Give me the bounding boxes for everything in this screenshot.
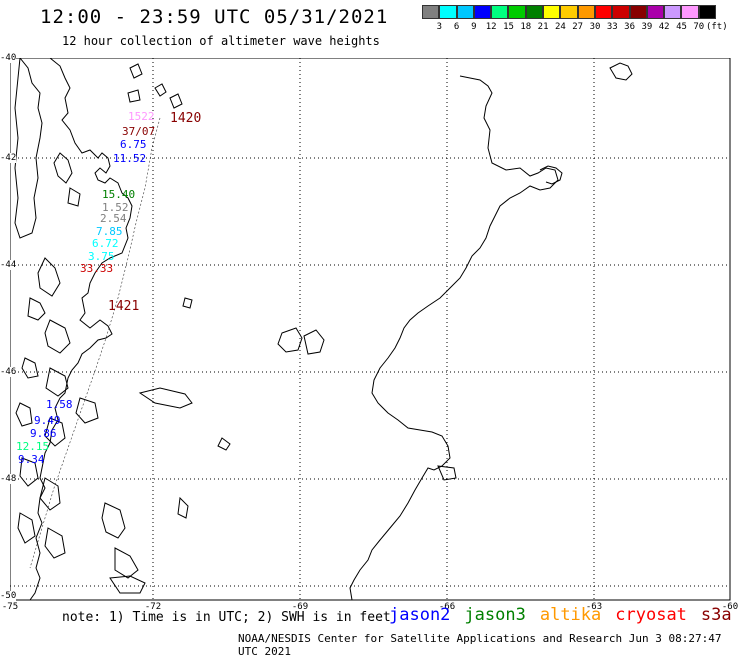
color-scale-swatch — [422, 5, 440, 19]
chile-coastline — [14, 58, 231, 601]
valdes-peninsula-outline — [539, 165, 563, 185]
tierra-del-fuego-outline — [437, 465, 457, 481]
credit-line: NOAA/NESDIS Center for Satellite Applica… — [238, 632, 722, 658]
graticule — [10, 58, 730, 600]
observation-label: 15.40 — [102, 188, 135, 201]
observation-label: 1420 — [170, 111, 201, 126]
color-scale-swatch — [456, 5, 474, 19]
satellite-track — [29, 117, 161, 569]
observation-label: 1.58 — [46, 398, 73, 411]
color-scale-swatch — [612, 5, 630, 19]
color-scale-swatch — [698, 5, 717, 19]
color-scale-swatch — [577, 5, 595, 19]
lon-label: -69 — [291, 602, 309, 612]
color-scale-tick-label: 21 — [537, 22, 549, 32]
map-frame — [10, 58, 731, 601]
color-scale-tick-label: 33 — [606, 22, 618, 32]
color-scale-tick-label: 27 — [572, 22, 584, 32]
lat-label: -40 — [0, 53, 17, 63]
lon-label: -66 — [438, 602, 456, 612]
color-scale-swatch — [543, 5, 561, 19]
color-scale-swatch — [473, 5, 492, 19]
legend-cryosat: cryosat — [615, 605, 687, 625]
color-scale-tick-label: 9 — [471, 22, 477, 32]
observation-label: 9.49 — [34, 414, 61, 427]
color-scale-tick-label: 18 — [520, 22, 532, 32]
color-scale-swatch — [560, 5, 578, 19]
northeast-coastline — [609, 62, 633, 81]
observation-label: 9.86 — [30, 427, 57, 440]
lon-label: -72 — [144, 602, 162, 612]
observation-label: 2.54 — [100, 212, 127, 225]
map-title: 12:00 - 23:59 UTC 05/31/2021 — [40, 6, 389, 28]
color-scale-swatch — [664, 5, 682, 19]
observation-label: 37/07 — [122, 125, 155, 138]
legend-s3a: s3a — [700, 605, 732, 625]
color-scale-swatch — [439, 5, 457, 19]
color-scale-tick-label: 39 — [641, 22, 653, 32]
observation-label: 7.85 — [96, 225, 123, 238]
observation-label: 3.75 — [88, 250, 115, 263]
color-scale-swatch — [594, 5, 613, 19]
color-scale-ticks: 3 6 9 12 15 18 21 24 27 30 33 36 39 42 45 70 (ft) — [422, 19, 728, 33]
color-scale-tick-label: 45 — [676, 22, 687, 32]
observation-label: 1421 — [108, 299, 139, 314]
color-scale-swatch — [525, 5, 544, 19]
observation-label: 9.34 — [18, 453, 45, 466]
observation-label: 11.52 — [113, 152, 146, 165]
color-scale-tick-label: 24 — [554, 22, 566, 32]
legend-altika: altika — [539, 605, 602, 625]
map-subtitle: 12 hour collection of altimeter wave hei… — [62, 34, 380, 48]
falkland-islands-outline — [277, 327, 325, 355]
observation-label: 1522 — [128, 110, 155, 123]
color-scale-swatch — [629, 5, 647, 19]
observation-label: 6.75 — [120, 138, 147, 151]
color-scale-tick-label: 3 — [436, 22, 443, 32]
color-scale-swatch — [681, 5, 699, 19]
observation-label: 33.33 — [80, 262, 113, 275]
lat-label: -42 — [0, 153, 17, 163]
lat-label: -48 — [0, 474, 17, 484]
lon-label: -63 — [585, 602, 603, 612]
color-scale-tick-label: 15 — [503, 22, 514, 32]
lon-label: -60 — [721, 602, 739, 612]
legend-jason3: jason3 — [464, 605, 526, 625]
observation-label: 1.52 — [102, 201, 129, 214]
color-scale-tick-label: 42 — [658, 22, 670, 32]
color-scale-tick-label: 6 — [453, 22, 460, 32]
color-scale-tick-label: 70 — [693, 22, 705, 32]
color-scale-swatch — [646, 5, 665, 19]
lat-label: -44 — [0, 260, 17, 270]
lat-label: -46 — [0, 367, 17, 377]
color-scale-tick-label: 30 — [589, 22, 601, 32]
satellite-legend: jason2 jason3 altika cryosat s3a — [389, 605, 732, 625]
lat-label: -50 — [0, 591, 17, 601]
footer-note: note: 1) Time is in UTC; 2) SWH is in fe… — [62, 610, 391, 625]
observation-label: 12.15 — [16, 440, 49, 453]
color-scale-tick-label: 36 — [624, 22, 636, 32]
color-scale: 3 6 9 12 15 18 21 24 27 30 33 36 39 42 45 70 (ft) — [422, 5, 728, 33]
color-scale-swatches — [422, 5, 717, 19]
argentina-coastline — [349, 75, 559, 601]
color-scale-unit: (ft) — [705, 22, 728, 32]
observation-label: 6.72 — [92, 237, 119, 250]
lon-label: -75 — [1, 602, 19, 612]
legend-jason2: jason2 — [389, 605, 451, 625]
color-scale-swatch — [491, 5, 509, 19]
color-scale-swatch — [508, 5, 526, 19]
altimeter-map: 1522 1420 37/07 6.75 11.52 15.40 1.52 2.… — [10, 58, 731, 601]
color-scale-tick-label: 12 — [485, 22, 497, 32]
